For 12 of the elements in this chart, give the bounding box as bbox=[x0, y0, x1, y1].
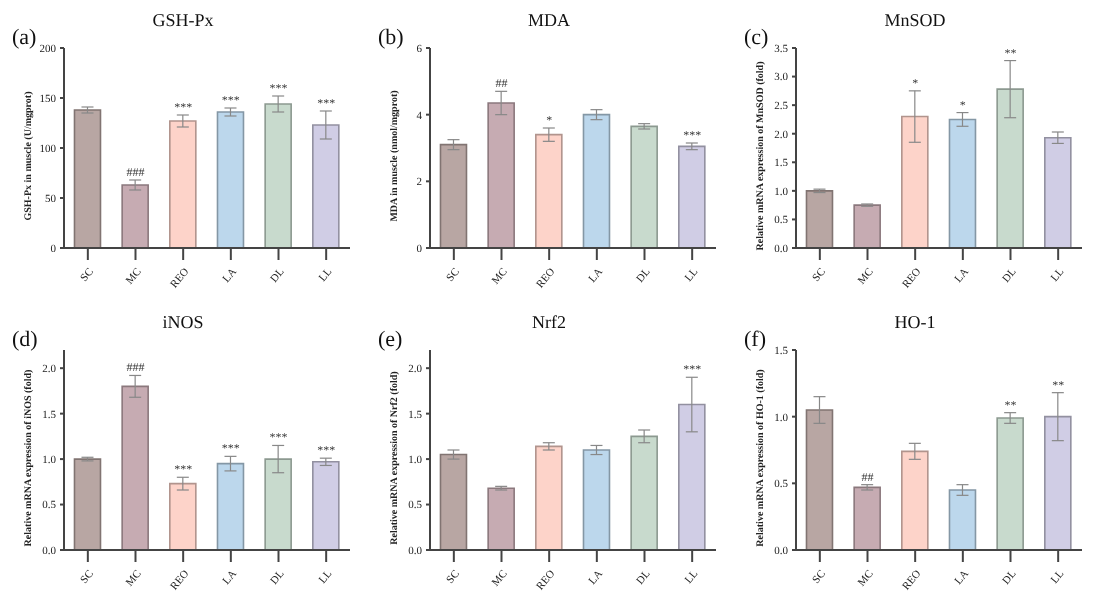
chart-title: iNOS bbox=[162, 312, 204, 332]
text: (a) bbox=[12, 26, 37, 50]
chart-title: MnSOD bbox=[884, 10, 946, 30]
chart-title: Nrf2 bbox=[532, 312, 566, 332]
text: (d) bbox=[12, 328, 38, 352]
chart-title: GSH-Px bbox=[152, 10, 214, 30]
text: (f) bbox=[744, 328, 766, 352]
chart-title: MDA bbox=[527, 10, 570, 30]
text: (b) bbox=[378, 26, 404, 50]
text: (e) bbox=[378, 328, 403, 352]
chart-title: HO-1 bbox=[894, 312, 936, 332]
text: (c) bbox=[744, 26, 769, 50]
